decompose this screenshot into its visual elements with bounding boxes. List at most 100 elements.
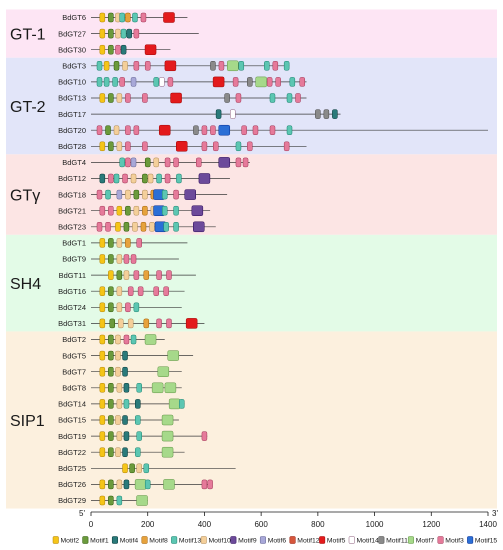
motif-box-3 bbox=[241, 125, 247, 135]
gene-row-bdgt27: BdGT27 bbox=[58, 28, 199, 39]
legend-swatch bbox=[52, 536, 59, 544]
motif-box-3 bbox=[167, 77, 174, 87]
motif-box-13 bbox=[235, 141, 242, 152]
motif-box-4 bbox=[123, 479, 130, 490]
legend-item-motif1: Motif1 bbox=[82, 536, 109, 545]
motif-box-3 bbox=[163, 286, 169, 296]
gene-row-bdgt23: BdGT23 bbox=[58, 221, 216, 233]
motif-box-13 bbox=[119, 157, 125, 168]
legend-label: Motif1 bbox=[90, 538, 109, 545]
legend-item-motif6: Motif6 bbox=[259, 536, 286, 545]
motif-box-3 bbox=[125, 302, 131, 313]
motif-box-2 bbox=[99, 28, 106, 39]
motif-box-4 bbox=[122, 415, 128, 425]
gene-label: BdGT14 bbox=[58, 400, 86, 409]
motif-box-11 bbox=[193, 125, 199, 135]
motif-box-2 bbox=[99, 238, 106, 248]
motif-box-10 bbox=[115, 415, 121, 425]
legend-label: Motif9 bbox=[238, 538, 257, 545]
gene-row-bdgt17: BdGT17 bbox=[58, 109, 341, 119]
group-label-gt1: GT-1 bbox=[10, 27, 46, 44]
motif-box-10 bbox=[116, 383, 123, 393]
motif-box-3 bbox=[137, 286, 144, 296]
legend-item-motif13: Motif13 bbox=[171, 536, 201, 545]
motif-box-1 bbox=[142, 173, 148, 184]
axis-tick-label: 1400 bbox=[479, 520, 497, 529]
motif-box-3 bbox=[295, 93, 301, 103]
motif-box-3 bbox=[105, 222, 111, 232]
motif-box-3 bbox=[119, 77, 125, 87]
motif-box-9 bbox=[193, 221, 205, 233]
group-band-sh4 bbox=[6, 234, 497, 332]
motif-box-1 bbox=[108, 93, 114, 103]
gene-row-bdgt20: BdGT20 bbox=[58, 124, 488, 136]
group-bands bbox=[6, 9, 497, 509]
motif-box-1 bbox=[108, 254, 114, 264]
legend-swatch bbox=[319, 536, 326, 544]
motif-box-6 bbox=[116, 189, 123, 200]
axis-tick-label: 800 bbox=[311, 520, 325, 529]
motif-box-8 bbox=[143, 318, 150, 329]
axis-tick-label: 200 bbox=[141, 520, 155, 529]
gene-label: BdGT17 bbox=[58, 110, 86, 119]
legend-swatch bbox=[141, 536, 148, 544]
motif-box-1 bbox=[108, 383, 114, 393]
motif-box-10 bbox=[116, 431, 123, 441]
motif-box-3 bbox=[272, 61, 279, 71]
motif-box-13 bbox=[161, 189, 168, 200]
motif-box-13 bbox=[135, 415, 141, 425]
motif-box-2 bbox=[99, 44, 106, 55]
motif-box-7 bbox=[134, 479, 147, 490]
legend-item-motif2: Motif2 bbox=[52, 536, 79, 545]
motif-box-1 bbox=[105, 125, 111, 135]
motif-box-4 bbox=[120, 44, 127, 55]
motif-box-3 bbox=[108, 205, 114, 216]
motif-box-2 bbox=[122, 463, 128, 474]
legend-item-motif15: Motif15 bbox=[467, 536, 497, 545]
motif-box-1 bbox=[108, 141, 114, 152]
motif-box-11 bbox=[210, 61, 216, 71]
motif-box-3 bbox=[173, 189, 179, 200]
motif-box-10 bbox=[116, 141, 123, 152]
motif-box-1 bbox=[144, 157, 151, 168]
motif-box-10 bbox=[116, 286, 123, 296]
motif-box-3 bbox=[123, 334, 130, 345]
motif-box-3 bbox=[164, 173, 171, 184]
motif-box-4 bbox=[122, 447, 128, 457]
motif-box-9 bbox=[191, 205, 204, 216]
motif-box-13 bbox=[123, 399, 130, 409]
motif-box-10 bbox=[122, 61, 128, 71]
motif-box-5 bbox=[144, 44, 157, 55]
gene-label: BdGT7 bbox=[62, 367, 86, 376]
legend-item-motif12: Motif12 bbox=[289, 536, 320, 545]
motif-box-1 bbox=[133, 189, 140, 200]
gene-row-bdgt31: BdGT31 bbox=[58, 318, 205, 329]
legend-item-motif9: Motif9 bbox=[230, 536, 257, 545]
motif-box-7 bbox=[161, 430, 174, 442]
motif-box-14 bbox=[230, 109, 236, 119]
motif-box-3 bbox=[196, 157, 202, 168]
gene-row-bdgt14: BdGT14 bbox=[58, 398, 185, 410]
motif-box-10 bbox=[133, 205, 140, 216]
motif-box-4 bbox=[99, 173, 106, 184]
motif-box-10 bbox=[149, 222, 155, 232]
motif-box-13 bbox=[286, 125, 293, 135]
motif-box-3 bbox=[133, 61, 140, 71]
motif-box-1 bbox=[109, 318, 116, 329]
motif-box-7 bbox=[167, 350, 179, 361]
gene-row-bdgt21: BdGT21 bbox=[58, 205, 211, 216]
motif-box-13 bbox=[173, 205, 179, 216]
gene-label: BdGT26 bbox=[58, 480, 86, 489]
legend-item-motif10: Motif10 bbox=[200, 536, 231, 545]
gene-row-bdgt29: BdGT29 bbox=[58, 495, 148, 506]
legend-item-motif5: Motif5 bbox=[319, 536, 346, 545]
axis-tick-label: 600 bbox=[254, 520, 268, 529]
gene-row-bdgt16: BdGT16 bbox=[58, 286, 185, 296]
motif-box-13 bbox=[178, 399, 185, 409]
motif-box-13 bbox=[286, 93, 293, 103]
gene-row-bdgt3: BdGT3 bbox=[62, 60, 290, 72]
motif-box-3 bbox=[133, 28, 140, 39]
motif-box-1 bbox=[108, 302, 114, 313]
gene-label: BdGT27 bbox=[58, 29, 86, 38]
